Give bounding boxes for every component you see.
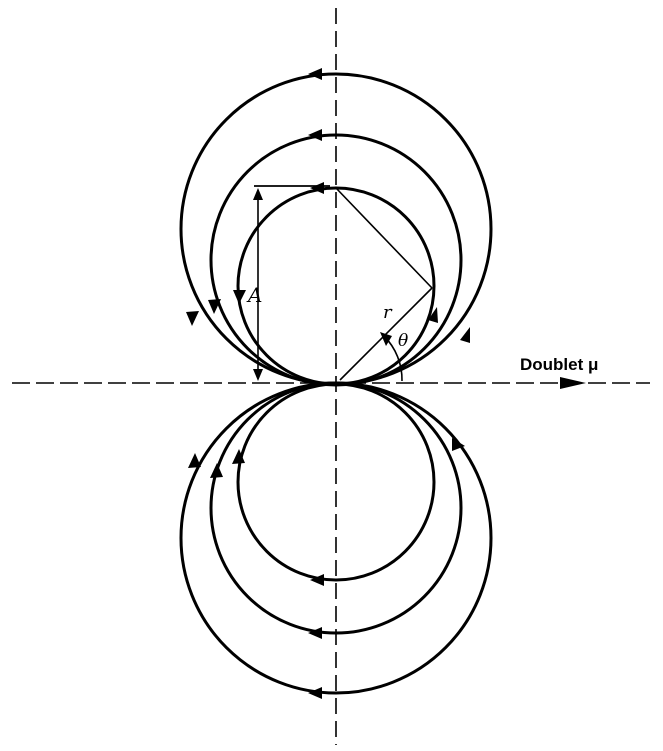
chord-line <box>335 187 433 289</box>
angle-arc-arrow <box>380 332 392 346</box>
doublet-axis-label: Doublet μ <box>520 355 598 374</box>
dimension-arrow-top <box>253 188 263 200</box>
angle-label: θ <box>398 331 408 351</box>
flow-arrows-top <box>308 68 324 194</box>
flow-arrows-bottom <box>308 574 324 699</box>
flow-arrows-lower-left <box>188 449 245 478</box>
axis-arrow <box>560 377 586 389</box>
streamline-lower-small <box>236 382 436 582</box>
flow-arrows-upper-left <box>186 290 246 326</box>
diameter-label: A <box>246 283 262 307</box>
dimension-arrow-bottom <box>253 369 263 381</box>
radius-label: r <box>383 302 393 323</box>
flow-arrows-right <box>428 307 470 451</box>
